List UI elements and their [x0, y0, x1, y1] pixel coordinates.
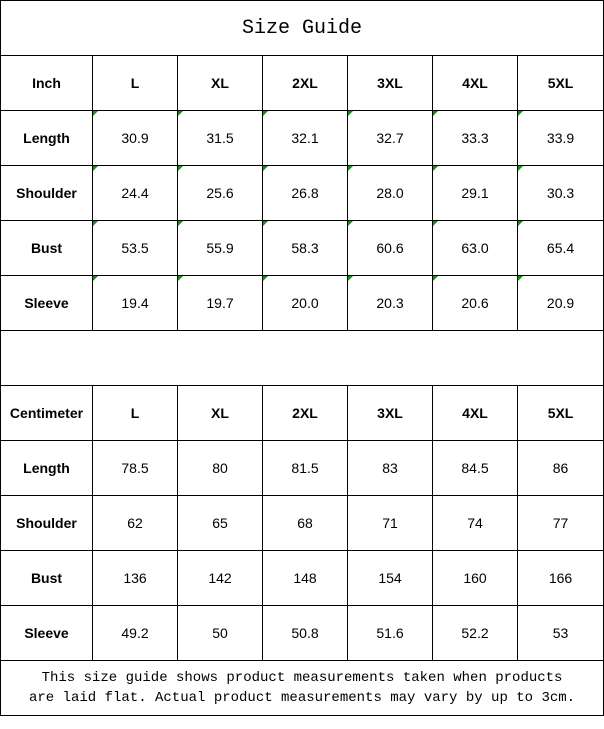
measurement-cell: 20.3 — [347, 275, 433, 331]
table-row: Length 30.9 31.5 32.1 32.7 33.3 33.9 — [0, 110, 604, 166]
table-row: Length 78.5 80 81.5 83 84.5 86 — [0, 440, 604, 496]
measurement-cell: 53.5 — [92, 220, 178, 276]
measurement-cell: 19.7 — [177, 275, 263, 331]
spacer-cell — [0, 330, 604, 386]
measurement-cell: 65 — [177, 495, 263, 551]
unit-label: Centimeter — [0, 385, 93, 441]
table-row: Shoulder 62 65 68 71 74 77 — [0, 495, 604, 551]
measurement-cell: 50 — [177, 605, 263, 661]
measurement-cell: 25.6 — [177, 165, 263, 221]
row-label: Shoulder — [0, 165, 93, 221]
inch-header-row: Inch L XL 2XL 3XL 4XL 5XL — [0, 55, 604, 111]
row-label: Bust — [0, 550, 93, 606]
table-row: Shoulder 24.4 25.6 26.8 28.0 29.1 30.3 — [0, 165, 604, 221]
note-line-2: are laid flat. Actual product measuremen… — [28, 690, 576, 706]
measurement-cell: 166 — [516, 550, 604, 606]
measurement-cell: 77 — [516, 495, 604, 551]
size-header: XL — [177, 385, 263, 441]
measurement-cell: 20.0 — [262, 275, 348, 331]
size-header: L — [92, 55, 178, 111]
row-label: Length — [0, 110, 93, 166]
measurement-cell: 148 — [262, 550, 348, 606]
measurement-cell: 84.5 — [432, 440, 518, 496]
measurement-cell: 136 — [92, 550, 178, 606]
measurement-cell: 80 — [177, 440, 263, 496]
measurement-cell: 51.6 — [347, 605, 433, 661]
row-label: Sleeve — [0, 605, 93, 661]
row-label: Sleeve — [0, 275, 93, 331]
size-header: 4XL — [432, 385, 518, 441]
size-header: 2XL — [262, 55, 348, 111]
measurement-cell: 68 — [262, 495, 348, 551]
measurement-cell: 32.1 — [262, 110, 348, 166]
measurement-cell: 24.4 — [92, 165, 178, 221]
table-row: Bust 136 142 148 154 160 166 — [0, 550, 604, 606]
measurement-cell: 53 — [516, 605, 604, 661]
measurement-cell: 19.4 — [92, 275, 178, 331]
measurement-cell: 33.9 — [516, 110, 604, 166]
note-row: This size guide shows product measuremen… — [0, 660, 604, 716]
note-line-1: This size guide shows product measuremen… — [41, 670, 563, 686]
measurement-cell: 52.2 — [432, 605, 518, 661]
measurement-cell: 55.9 — [177, 220, 263, 276]
measurement-cell: 30.3 — [516, 165, 604, 221]
measurement-cell: 78.5 — [92, 440, 178, 496]
measurement-cell: 83 — [347, 440, 433, 496]
measurement-cell: 71 — [347, 495, 433, 551]
table-row: Bust 53.5 55.9 58.3 60.6 63.0 65.4 — [0, 220, 604, 276]
size-header: 3XL — [347, 385, 433, 441]
table-row: Sleeve 19.4 19.7 20.0 20.3 20.6 20.9 — [0, 275, 604, 331]
size-header: XL — [177, 55, 263, 111]
measurement-cell: 29.1 — [432, 165, 518, 221]
unit-label: Inch — [0, 55, 93, 111]
measurement-cell: 32.7 — [347, 110, 433, 166]
measurement-cell: 86 — [516, 440, 604, 496]
measurement-cell: 26.8 — [262, 165, 348, 221]
measurement-cell: 160 — [432, 550, 518, 606]
centimeter-header-row: Centimeter L XL 2XL 3XL 4XL 5XL — [0, 385, 604, 441]
row-label: Length — [0, 440, 93, 496]
measurement-cell: 63.0 — [432, 220, 518, 276]
measurement-cell: 65.4 — [516, 220, 604, 276]
size-header: 5XL — [516, 55, 604, 111]
measurement-cell: 81.5 — [262, 440, 348, 496]
measurement-cell: 20.6 — [432, 275, 518, 331]
measurement-cell: 74 — [432, 495, 518, 551]
measurement-cell: 33.3 — [432, 110, 518, 166]
measurement-cell: 62 — [92, 495, 178, 551]
size-header: 2XL — [262, 385, 348, 441]
measurement-cell: 31.5 — [177, 110, 263, 166]
size-header: 4XL — [432, 55, 518, 111]
measurement-cell: 60.6 — [347, 220, 433, 276]
measurement-cell: 49.2 — [92, 605, 178, 661]
measurement-cell: 30.9 — [92, 110, 178, 166]
table-row: Sleeve 49.2 50 50.8 51.6 52.2 53 — [0, 605, 604, 661]
measurement-cell: 20.9 — [516, 275, 604, 331]
row-label: Bust — [0, 220, 93, 276]
size-header: 5XL — [516, 385, 604, 441]
measurement-cell: 50.8 — [262, 605, 348, 661]
size-header: 3XL — [347, 55, 433, 111]
note: This size guide shows product measuremen… — [0, 660, 604, 716]
measurement-cell: 154 — [347, 550, 433, 606]
title: Size Guide — [0, 0, 604, 56]
spacer-row — [0, 330, 604, 386]
row-label: Shoulder — [0, 495, 93, 551]
size-header: L — [92, 385, 178, 441]
measurement-cell: 142 — [177, 550, 263, 606]
measurement-cell: 58.3 — [262, 220, 348, 276]
measurement-cell: 28.0 — [347, 165, 433, 221]
